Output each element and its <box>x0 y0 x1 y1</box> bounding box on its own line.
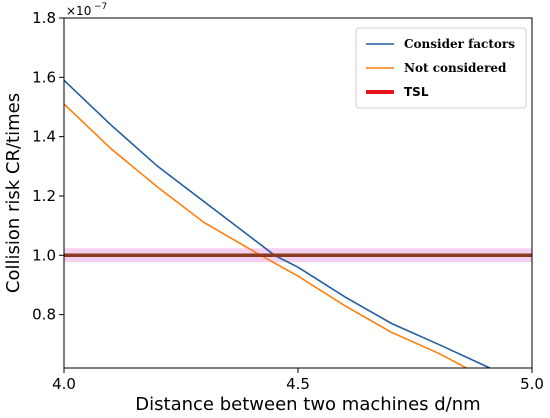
y-tick-label: 0.8 <box>32 306 56 324</box>
legend-box <box>355 27 527 109</box>
y-tick-label: 1.6 <box>32 68 56 86</box>
series-layer <box>64 79 532 368</box>
legend-label: Consider factors <box>404 37 515 51</box>
y-tick-label: 1.4 <box>32 128 56 146</box>
y-multiplier-exponent: −7 <box>94 2 107 12</box>
y-tick-label: 1.0 <box>32 246 56 264</box>
y-tick-label: 1.2 <box>32 187 56 205</box>
axes-layer: 0.8 1.0 1.2 1.4 1.6 1.8 4.0 4.5 5.0 Distance betw… <box>3 2 544 415</box>
x-tick-label: 4.5 <box>286 375 310 393</box>
legend-label: Not considered <box>404 61 507 75</box>
x-axis-label: Distance between two machines d/nm <box>135 394 480 415</box>
series-line-not-considered <box>64 103 467 368</box>
y-axis-label: Collision risk CR/times <box>3 93 24 293</box>
y-tick-label: 1.8 <box>32 9 56 27</box>
x-tick-label: 5.0 <box>520 375 544 393</box>
legend-label: TSL <box>404 85 429 99</box>
y-multiplier-label: ×10 <box>66 4 91 18</box>
legend: Consider factors Not considered TSL <box>355 27 527 109</box>
x-tick-label: 4.0 <box>52 375 76 393</box>
